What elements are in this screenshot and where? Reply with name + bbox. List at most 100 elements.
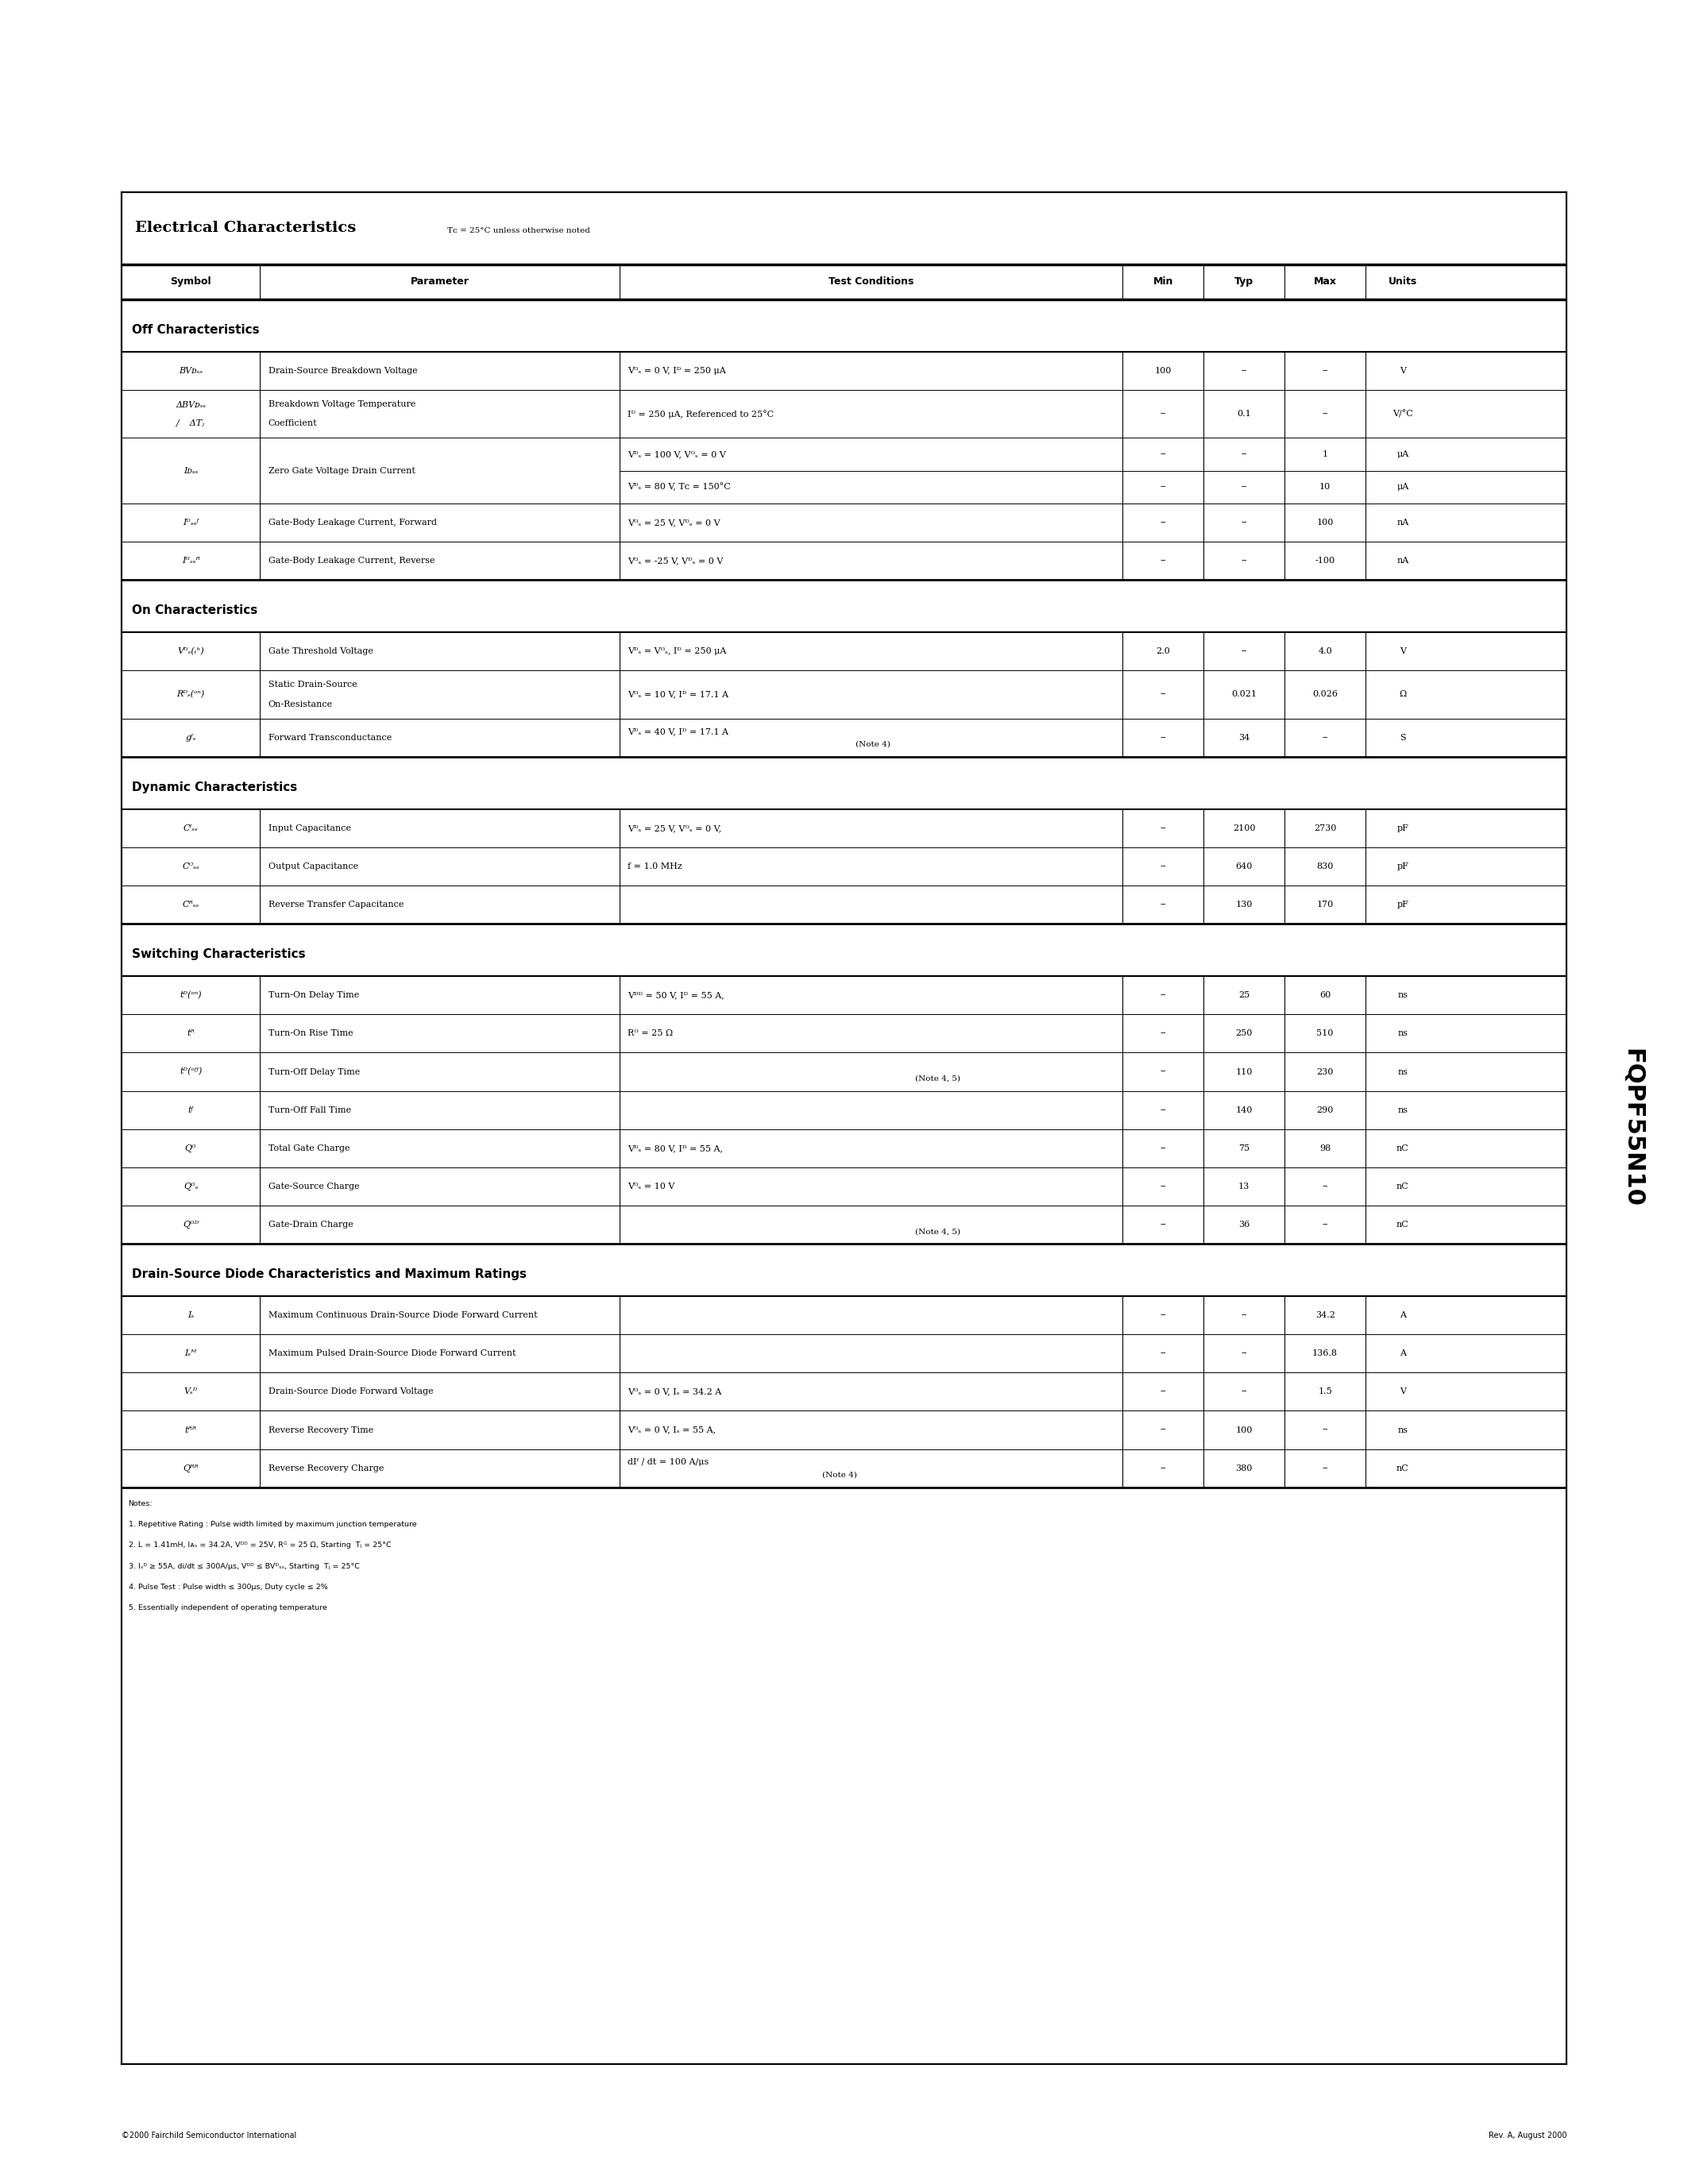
Text: --: -- [1241,1310,1247,1319]
Text: Output Capacitance: Output Capacitance [268,863,358,871]
Text: --: -- [1160,557,1166,566]
Text: --: -- [1322,367,1328,376]
Text: Static Drain-Source: Static Drain-Source [268,681,358,688]
Text: Vᴰₛ = 80 V, Iᴰ = 55 A,: Vᴰₛ = 80 V, Iᴰ = 55 A, [628,1144,722,1153]
Text: A: A [1399,1310,1406,1319]
Text: nA: nA [1396,557,1409,566]
Text: Turn-On Rise Time: Turn-On Rise Time [268,1029,353,1037]
Text: 830: 830 [1317,863,1334,871]
Text: Turn-Off Fall Time: Turn-Off Fall Time [268,1105,351,1114]
Text: Qᴳᴰ: Qᴳᴰ [182,1221,199,1230]
Bar [122,192,1566,2064]
Text: --: -- [1160,823,1166,832]
Text: Vᴳₛ = -25 V, Vᴰₛ = 0 V: Vᴳₛ = -25 V, Vᴰₛ = 0 V [628,557,724,566]
Text: --: -- [1241,1387,1247,1396]
Text: V: V [1399,646,1406,655]
Text: --: -- [1160,1463,1166,1472]
Text: Vᴰᴰ = 50 V, Iᴰ = 55 A,: Vᴰᴰ = 50 V, Iᴰ = 55 A, [628,992,724,1000]
Text: --: -- [1322,734,1328,743]
Text: Notes:: Notes: [128,1500,152,1507]
Text: Reverse Transfer Capacitance: Reverse Transfer Capacitance [268,900,403,909]
Text: Vᴳₛ = 0 V, Iₛ = 34.2 A: Vᴳₛ = 0 V, Iₛ = 34.2 A [628,1387,722,1396]
Text: --: -- [1160,863,1166,871]
Text: --: -- [1241,646,1247,655]
Text: pF: pF [1398,863,1409,871]
Text: Vᴳₛ = 10 V: Vᴳₛ = 10 V [628,1182,675,1190]
Text: 100: 100 [1155,367,1171,376]
Text: --: -- [1160,1387,1166,1396]
Text: 1.5: 1.5 [1318,1387,1332,1396]
Text: Iᴅₛₛ: Iᴅₛₛ [184,467,197,474]
Text: 36: 36 [1239,1221,1249,1230]
Text: Input Capacitance: Input Capacitance [268,823,351,832]
Text: Drain-Source Diode Forward Voltage: Drain-Source Diode Forward Voltage [268,1387,434,1396]
Text: Maximum Continuous Drain-Source Diode Forward Current: Maximum Continuous Drain-Source Diode Fo… [268,1310,537,1319]
Text: Iᴳₛₛᴿ: Iᴳₛₛᴿ [182,557,199,566]
Text: --: -- [1160,450,1166,459]
Text: Symbol: Symbol [170,277,211,286]
Text: Vᴰₛ = 25 V, Vᴳₛ = 0 V,: Vᴰₛ = 25 V, Vᴳₛ = 0 V, [628,823,722,832]
Text: --: -- [1160,1350,1166,1358]
Text: --: -- [1160,1144,1166,1153]
Text: Coefficient: Coefficient [268,419,317,428]
Text: 60: 60 [1320,992,1330,1000]
Text: ΔBVᴅₛₛ: ΔBVᴅₛₛ [176,402,206,408]
Text: 75: 75 [1239,1144,1249,1153]
Text: Iₛᴹ: Iₛᴹ [184,1350,197,1358]
Text: (Note 4): (Note 4) [822,1472,858,1479]
Text: Cᴿₛₛ: Cᴿₛₛ [182,900,199,909]
Text: --: -- [1160,518,1166,526]
Text: Test Conditions: Test Conditions [829,277,913,286]
Text: A: A [1399,1350,1406,1358]
Text: Turn-On Delay Time: Turn-On Delay Time [268,992,360,1000]
Text: Reverse Recovery Charge: Reverse Recovery Charge [268,1463,383,1472]
Text: 3. Iₛᴰ ≥ 55A, di/dt ≤ 300A/μs, Vᴰᴰ ≤ BVᴰₛₛ, Starting  Tⱼ = 25°C: 3. Iₛᴰ ≥ 55A, di/dt ≤ 300A/μs, Vᴰᴰ ≤ BVᴰ… [128,1562,360,1570]
Text: 5. Essentially independent of operating temperature: 5. Essentially independent of operating … [128,1603,327,1612]
Text: 640: 640 [1236,863,1252,871]
Text: 1. Repetitive Rating : Pulse width limited by maximum junction temperature: 1. Repetitive Rating : Pulse width limit… [128,1520,417,1529]
Text: Cᴼₛₛ: Cᴼₛₛ [182,863,199,871]
Text: --: -- [1160,483,1166,491]
Text: --: -- [1160,1310,1166,1319]
Text: 100: 100 [1236,1426,1252,1435]
Text: On-Resistance: On-Resistance [268,701,333,708]
Text: 2100: 2100 [1232,823,1256,832]
Text: V: V [1399,1387,1406,1396]
Text: --: -- [1160,992,1166,1000]
Text: Min: Min [1153,277,1173,286]
Text: --: -- [1160,690,1166,699]
Text: 230: 230 [1317,1068,1334,1077]
Text: Vᴳₛ = 25 V, Vᴰₛ = 0 V: Vᴳₛ = 25 V, Vᴰₛ = 0 V [628,518,721,526]
Text: --: -- [1160,1105,1166,1114]
Text: Vᴳₛ = 0 V, Iₛ = 55 A,: Vᴳₛ = 0 V, Iₛ = 55 A, [628,1426,716,1435]
Text: Vᴰₛ = 100 V, Vᴳₛ = 0 V: Vᴰₛ = 100 V, Vᴳₛ = 0 V [628,450,726,459]
Text: μA: μA [1396,483,1409,491]
Text: ©2000 Fairchild Semiconductor International: ©2000 Fairchild Semiconductor Internatio… [122,2132,297,2140]
Text: 98: 98 [1320,1144,1330,1153]
Text: S: S [1399,734,1406,743]
Text: Maximum Pulsed Drain-Source Diode Forward Current: Maximum Pulsed Drain-Source Diode Forwar… [268,1350,517,1358]
Text: 1: 1 [1322,450,1328,459]
Text: 0.1: 0.1 [1237,411,1251,417]
Text: Vᴳₛ = 10 V, Iᴰ = 17.1 A: Vᴳₛ = 10 V, Iᴰ = 17.1 A [628,690,729,699]
Text: nC: nC [1396,1182,1409,1190]
Text: f = 1.0 MHz: f = 1.0 MHz [628,863,682,871]
Text: ns: ns [1398,1068,1408,1077]
Text: Vₛᴰ: Vₛᴰ [184,1387,197,1396]
Text: nC: nC [1396,1463,1409,1472]
Text: Cᴵₛₛ: Cᴵₛₛ [184,823,197,832]
Text: --: -- [1322,1426,1328,1435]
Text: Rev. A, August 2000: Rev. A, August 2000 [1489,2132,1566,2140]
Text: Off Characteristics: Off Characteristics [132,323,260,336]
Text: ns: ns [1398,1105,1408,1114]
Text: 34: 34 [1239,734,1249,743]
Text: On Characteristics: On Characteristics [132,605,257,616]
Text: --: -- [1241,518,1247,526]
Text: Vᴰₛ = 40 V, Iᴰ = 17.1 A: Vᴰₛ = 40 V, Iᴰ = 17.1 A [628,727,729,736]
Text: --: -- [1322,1221,1328,1230]
Text: 4. Pulse Test : Pulse width ≤ 300μs, Duty cycle ≤ 2%: 4. Pulse Test : Pulse width ≤ 300μs, Dut… [128,1583,327,1590]
Text: 2. L = 1.41mH, Iᴀₛ = 34.2A, Vᴰᴰ = 25V, Rᴳ = 25 Ω, Starting  Tⱼ = 25°C: 2. L = 1.41mH, Iᴀₛ = 34.2A, Vᴰᴰ = 25V, R… [128,1542,392,1548]
Text: Typ: Typ [1234,277,1254,286]
Text: 2.0: 2.0 [1156,646,1170,655]
Text: --: -- [1241,557,1247,566]
